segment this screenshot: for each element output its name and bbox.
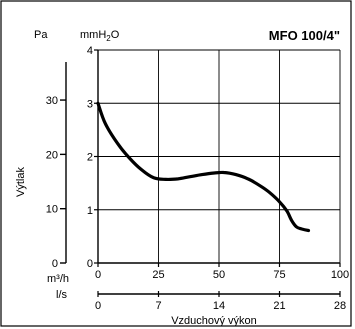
y-axis-label: Výtlak: [15, 167, 27, 197]
y-tick-label-mmh2o: 2: [87, 152, 93, 164]
x-tick-label: 0: [95, 269, 101, 281]
x-unit-m3h: m³/h: [47, 273, 69, 285]
x2-tick-label: 21: [273, 300, 285, 312]
y-tick-label-mmh2o: 1: [87, 205, 93, 217]
x2-tick-label: 7: [155, 300, 161, 312]
ticks: 0 1 2 3 4 0 10 20 30 0 25 50 75 100 0 7 14 21 28: [46, 45, 349, 312]
y-tick-label-pa: 20: [46, 149, 58, 161]
grid: [98, 49, 341, 263]
y-tick-label-mmh2o: 0: [87, 258, 93, 270]
y-tick-label-pa: 10: [46, 204, 58, 216]
x-unit-ls: l/s: [56, 289, 68, 301]
x2-tick-label: 14: [213, 300, 225, 312]
x2-tick-label: 0: [95, 300, 101, 312]
series-line: [96, 101, 311, 233]
x-axis-label: Vzduchový výkon: [171, 315, 257, 327]
x-tick-label: 50: [213, 269, 225, 281]
axes: [65, 50, 340, 295]
series: [96, 101, 311, 233]
x-tick-label: 100: [331, 269, 349, 281]
y-unit-mmh2o: mmH2O: [80, 29, 120, 43]
y-tick-label-pa: 0: [52, 258, 58, 270]
x-tick-label: 75: [273, 269, 285, 281]
x2-tick-label: 28: [334, 300, 346, 312]
y-unit-pa: Pa: [34, 29, 48, 41]
y-tick-label-mmh2o: 4: [87, 45, 93, 57]
chart-title: MFO 100/4": [269, 28, 340, 43]
x-tick-label: 25: [152, 269, 164, 281]
y-tick-label-mmh2o: 3: [87, 98, 93, 110]
y-tick-label-pa: 30: [46, 95, 58, 107]
